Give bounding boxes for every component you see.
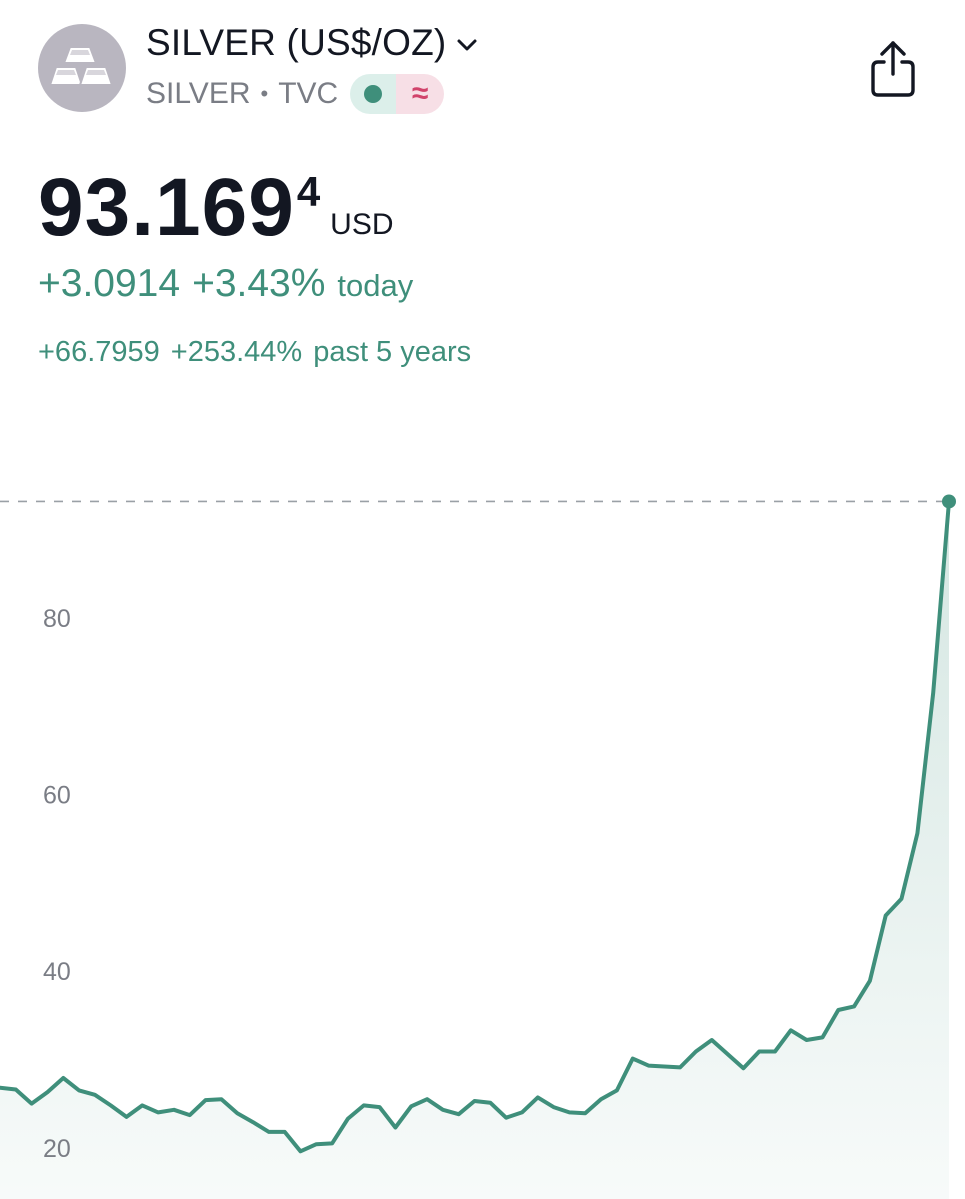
- wave-icon: ≈: [396, 74, 445, 114]
- symbol-title: SILVER (US$/OZ): [146, 22, 447, 63]
- symbol-title-button[interactable]: SILVER (US$/OZ): [146, 22, 478, 64]
- separator-dot: •: [260, 81, 269, 106]
- price-fraction-digit: 4: [296, 168, 321, 215]
- period-change-percent: +253.44%: [170, 336, 303, 368]
- today-change-value: +3.0914: [38, 262, 181, 305]
- period-label: past 5 years: [313, 336, 472, 368]
- chevron-down-icon[interactable]: [456, 38, 478, 52]
- symbol-subtitle: SILVER • TVC ≈: [146, 74, 445, 114]
- share-icon[interactable]: [868, 40, 918, 98]
- y-tick-label: 40: [43, 958, 71, 986]
- price-chart[interactable]: 20 40 60 80: [0, 480, 965, 1199]
- price-currency: USD: [330, 208, 394, 241]
- quote-header: SILVER (US$/OZ) SILVER • TVC ≈: [0, 0, 965, 130]
- silver-bars-icon: [38, 24, 126, 112]
- price-area: [0, 501, 949, 1199]
- y-tick-label: 60: [43, 781, 71, 809]
- y-tick-label: 80: [43, 605, 71, 633]
- price-display: 93.169 4 USD: [38, 160, 394, 256]
- today-label: today: [337, 268, 414, 303]
- price-line: [0, 499, 951, 1154]
- price-value: 93.169: [38, 162, 295, 253]
- y-tick-label: 20: [43, 1135, 71, 1163]
- last-price-point: [942, 494, 956, 509]
- market-status-badges[interactable]: ≈: [350, 74, 445, 114]
- live-dot-icon: [350, 74, 397, 114]
- period-change: +66.7959 +253.44% past 5 years: [38, 336, 482, 369]
- today-change: +3.0914 +3.43% today: [38, 262, 413, 306]
- symbol-code: SILVER: [146, 77, 251, 110]
- today-change-percent: +3.43%: [192, 262, 326, 305]
- exchange-name: TVC: [278, 77, 339, 110]
- period-change-value: +66.7959: [38, 336, 160, 368]
